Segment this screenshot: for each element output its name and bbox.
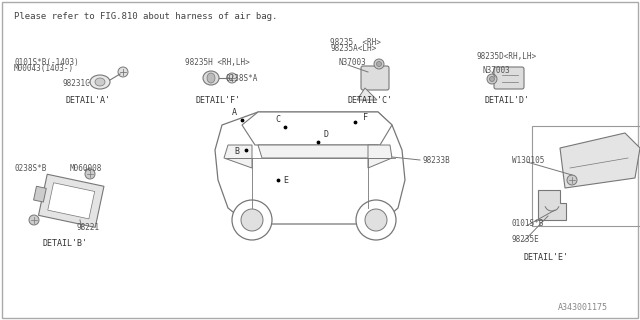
Polygon shape [215,112,405,224]
Circle shape [85,169,95,179]
Text: 98233B: 98233B [422,156,450,164]
Text: 98231C: 98231C [62,78,90,87]
Text: Please refer to FIG.810 about harness of air bag.: Please refer to FIG.810 about harness of… [14,12,277,20]
Text: 98235E: 98235E [512,236,540,244]
Polygon shape [258,145,378,158]
Ellipse shape [203,71,219,85]
Text: 0101S*B(-1403): 0101S*B(-1403) [14,58,79,67]
Circle shape [376,61,381,67]
Text: W130105: W130105 [512,156,545,164]
Text: B: B [234,147,239,156]
Circle shape [365,209,387,231]
Ellipse shape [207,73,215,83]
Bar [532,126,640,226]
Circle shape [567,175,577,185]
Circle shape [356,200,396,240]
Text: N37003: N37003 [482,66,509,75]
Circle shape [490,76,495,82]
Circle shape [241,209,263,231]
Text: 98221: 98221 [76,223,99,233]
Text: DETAIL'E': DETAIL'E' [523,253,568,262]
Text: 98235H <RH,LH>: 98235H <RH,LH> [185,58,250,67]
Circle shape [374,59,384,69]
Text: DETAIL'D': DETAIL'D' [484,95,529,105]
Circle shape [118,67,128,77]
Circle shape [487,74,497,84]
Text: 98235D<RH,LH>: 98235D<RH,LH> [476,52,536,60]
Polygon shape [38,174,104,228]
Polygon shape [242,112,392,145]
Text: F: F [363,113,368,122]
Text: DETAIL'A': DETAIL'A' [65,95,110,105]
Text: 0101S*B: 0101S*B [512,220,545,228]
Ellipse shape [95,78,105,86]
FancyBboxPatch shape [361,66,389,90]
Text: 98235A<LH>: 98235A<LH> [330,44,376,52]
Text: N37003: N37003 [338,58,365,67]
Text: A: A [232,108,237,117]
Text: M00043(1403-): M00043(1403-) [14,63,74,73]
Text: 0238S*B: 0238S*B [14,164,46,172]
Polygon shape [368,145,392,168]
Text: DETAIL'F': DETAIL'F' [195,95,240,105]
Ellipse shape [90,75,110,89]
Polygon shape [560,133,640,188]
Circle shape [227,73,237,83]
Text: DETAIL'B': DETAIL'B' [42,239,87,249]
Text: A343001175: A343001175 [558,303,608,313]
Polygon shape [48,183,95,219]
Text: C: C [275,115,280,124]
Polygon shape [224,145,252,168]
Text: DETAIL'C': DETAIL'C' [347,95,392,105]
Polygon shape [33,186,46,202]
FancyBboxPatch shape [494,67,524,89]
Text: E: E [283,176,288,185]
Circle shape [232,200,272,240]
Text: M060008: M060008 [70,164,102,172]
Polygon shape [357,88,377,100]
Text: D: D [323,130,328,139]
Circle shape [29,215,39,225]
Polygon shape [538,190,566,220]
Text: 0238S*A: 0238S*A [225,74,257,83]
Text: 98235  <RH>: 98235 <RH> [330,37,381,46]
